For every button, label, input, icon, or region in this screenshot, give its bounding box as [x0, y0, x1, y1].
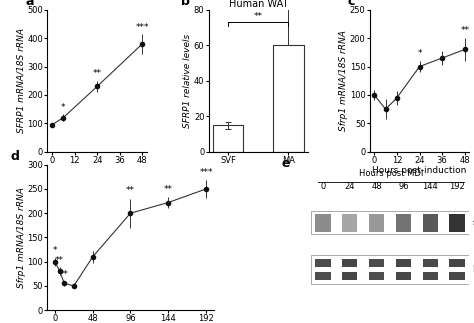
- Y-axis label: SFRP1 mRNA/18S rRNA: SFRP1 mRNA/18S rRNA: [17, 28, 26, 133]
- Text: 0: 0: [320, 182, 326, 191]
- Bar: [423, 259, 438, 267]
- X-axis label: Hours post-induction: Hours post-induction: [50, 166, 145, 175]
- Text: Hours post MDI: Hours post MDI: [359, 169, 423, 178]
- Text: **: **: [126, 186, 135, 195]
- Text: ***: ***: [199, 168, 213, 177]
- Bar: [423, 214, 438, 232]
- Text: ***: ***: [136, 23, 149, 32]
- Bar: [449, 259, 465, 267]
- Text: **: **: [92, 69, 101, 78]
- Text: **: **: [254, 12, 263, 21]
- Bar: [311, 211, 469, 234]
- Bar: [449, 272, 465, 280]
- Bar: [369, 214, 384, 232]
- Text: e: e: [281, 157, 290, 171]
- Text: ERK1/2: ERK1/2: [472, 265, 474, 274]
- Bar: [213, 125, 243, 152]
- Bar: [315, 272, 331, 280]
- Bar: [311, 255, 469, 284]
- Bar: [273, 45, 303, 152]
- Bar: [315, 214, 331, 232]
- Bar: [315, 259, 331, 267]
- X-axis label: Hours post-induction: Hours post-induction: [372, 166, 467, 175]
- Text: b: b: [181, 0, 190, 8]
- Bar: [342, 214, 357, 232]
- Bar: [423, 272, 438, 280]
- Bar: [369, 272, 384, 280]
- Bar: [369, 259, 384, 267]
- Bar: [449, 214, 465, 232]
- Text: **: **: [164, 185, 173, 194]
- Title: Human WAT: Human WAT: [228, 0, 288, 9]
- Text: **: **: [460, 26, 469, 35]
- Bar: [396, 214, 411, 232]
- Text: 24: 24: [345, 182, 355, 191]
- Text: **: **: [55, 255, 64, 265]
- Y-axis label: SFRP1 relative levels: SFRP1 relative levels: [183, 34, 192, 128]
- Text: *: *: [417, 49, 422, 58]
- Text: c: c: [348, 0, 355, 8]
- Text: *: *: [53, 246, 57, 255]
- Text: 96: 96: [398, 182, 409, 191]
- Text: 48: 48: [371, 182, 382, 191]
- Bar: [396, 272, 411, 280]
- Bar: [396, 259, 411, 267]
- Text: a: a: [26, 0, 34, 8]
- Text: d: d: [11, 150, 20, 163]
- Y-axis label: Sfrp1 mRNA/18S rRNA: Sfrp1 mRNA/18S rRNA: [17, 187, 26, 288]
- Text: **: **: [60, 270, 69, 278]
- Text: 144: 144: [422, 182, 438, 191]
- Y-axis label: Sfrp1 mRNA/18S rRNA: Sfrp1 mRNA/18S rRNA: [339, 30, 348, 131]
- Text: 192: 192: [449, 182, 465, 191]
- Text: *: *: [61, 103, 65, 112]
- Bar: [342, 272, 357, 280]
- Bar: [342, 259, 357, 267]
- Text: sFRP1: sFRP1: [472, 218, 474, 227]
